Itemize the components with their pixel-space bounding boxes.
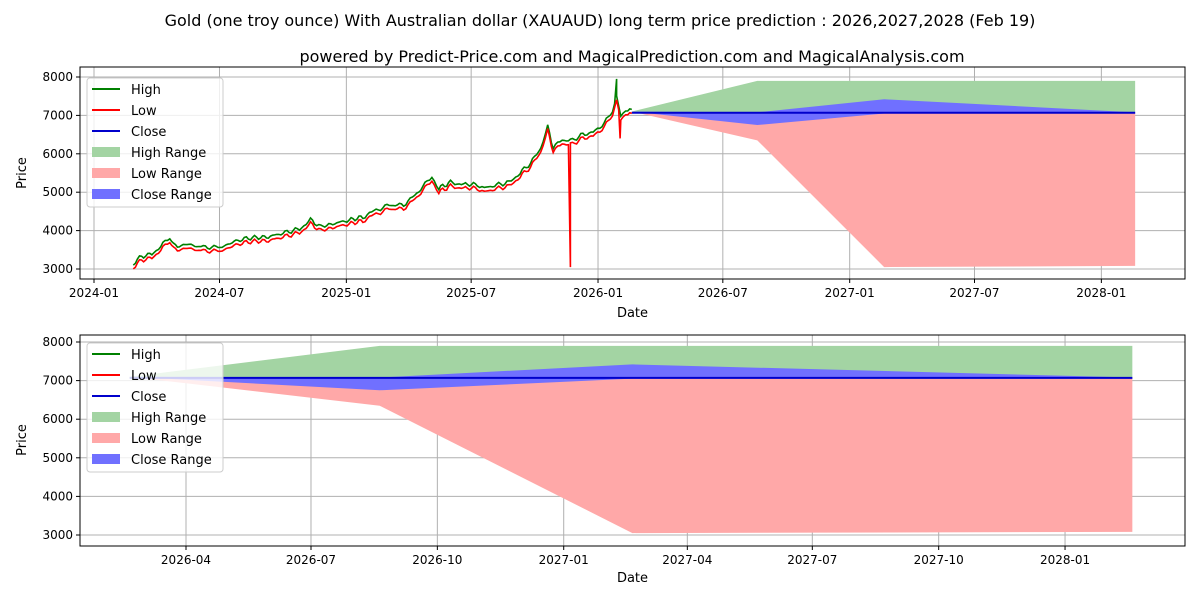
axes-frame — [79, 334, 1186, 547]
x-tick-label: 2025-01 — [321, 286, 371, 300]
plot-area — [132, 78, 1136, 270]
x-tick-label: 2026-10 — [412, 553, 462, 567]
y-tick-label: 7000 — [42, 374, 73, 388]
y-tick-label: 5000 — [42, 451, 73, 465]
legend-label: Close Range — [131, 188, 212, 203]
plot-panel-bottom: Predict-Price.com Predict-Price.com30004… — [15, 334, 1186, 586]
x-tick-label: 2024-07 — [194, 286, 244, 300]
y-tick-label: 7000 — [42, 108, 73, 122]
high-range-band — [129, 345, 1133, 378]
plot-area — [129, 345, 1133, 534]
legend-label: Close — [131, 125, 166, 140]
y-tick-label: 8000 — [42, 70, 73, 84]
legend: High Low Close High Range Low Range Close Ran… — [86, 77, 224, 208]
x-tick-label: 2027-01 — [539, 553, 589, 567]
y-tick-label: 3000 — [42, 262, 73, 276]
legend-label: Low Range — [131, 432, 202, 447]
x-tick-label: 2024-01 — [69, 286, 119, 300]
legend-box — [86, 342, 224, 473]
x-tick-label: 2026-07 — [286, 553, 336, 567]
legend-swatch-patch — [92, 433, 120, 443]
legend: High Low Close High Range Low Range Close Ran… — [86, 342, 224, 473]
legend-swatch-patch — [92, 189, 120, 199]
legend-swatch-patch — [92, 168, 120, 178]
x-tick-label: 2027-04 — [662, 553, 712, 567]
chart-title: Gold (one troy ounce) With Australian do… — [165, 11, 1036, 30]
legend-label: High — [131, 83, 161, 98]
x-tick-label: 2027-07 — [787, 553, 837, 567]
y-tick-label: 3000 — [42, 528, 73, 542]
legend-swatch-patch — [92, 454, 120, 464]
low-range-band — [129, 376, 1133, 534]
legend-label: Low Range — [131, 167, 202, 182]
chart-subtitle: powered by Predict-Price.com and Magical… — [299, 47, 964, 66]
legend-label: Low — [131, 104, 157, 119]
x-tick-label: 2026-04 — [161, 553, 211, 567]
low-line — [132, 99, 632, 270]
legend-label: Close — [131, 390, 166, 405]
legend-label: Low — [131, 369, 157, 384]
x-tick-label: 2027-07 — [949, 286, 999, 300]
x-tick-label: 2026-01 — [573, 286, 623, 300]
y-tick-label: 8000 — [42, 335, 73, 349]
legend-label: Close Range — [131, 453, 212, 468]
legend-label: High Range — [131, 146, 206, 161]
legend-label: High — [131, 348, 161, 363]
low-range-band — [631, 111, 1136, 268]
x-tick-label: 2026-07 — [698, 286, 748, 300]
legend-swatch-patch — [92, 412, 120, 422]
legend-box — [86, 77, 224, 208]
y-axis-label: Price — [15, 424, 30, 456]
x-tick-label: 2027-01 — [825, 286, 875, 300]
y-tick-label: 6000 — [42, 412, 73, 426]
y-tick-label: 6000 — [42, 147, 73, 161]
y-tick-label: 4000 — [42, 489, 73, 503]
x-tick-label: 2025-07 — [446, 286, 496, 300]
x-axis-label: Date — [617, 571, 648, 586]
axes-frame — [79, 66, 1186, 280]
y-tick-label: 5000 — [42, 185, 73, 199]
x-tick-label: 2027-10 — [914, 553, 964, 567]
x-tick-label: 2028-01 — [1076, 286, 1126, 300]
plot-panel-top: Predict-Price.com Predict-Price.com30004… — [15, 66, 1186, 321]
y-tick-label: 4000 — [42, 224, 73, 238]
y-axis-label: Price — [15, 157, 30, 189]
x-tick-label: 2028-01 — [1040, 553, 1090, 567]
legend-swatch-patch — [92, 147, 120, 157]
high-line — [132, 78, 632, 266]
x-axis-label: Date — [617, 306, 648, 321]
high-range-band — [631, 80, 1136, 113]
legend-label: High Range — [131, 411, 206, 426]
